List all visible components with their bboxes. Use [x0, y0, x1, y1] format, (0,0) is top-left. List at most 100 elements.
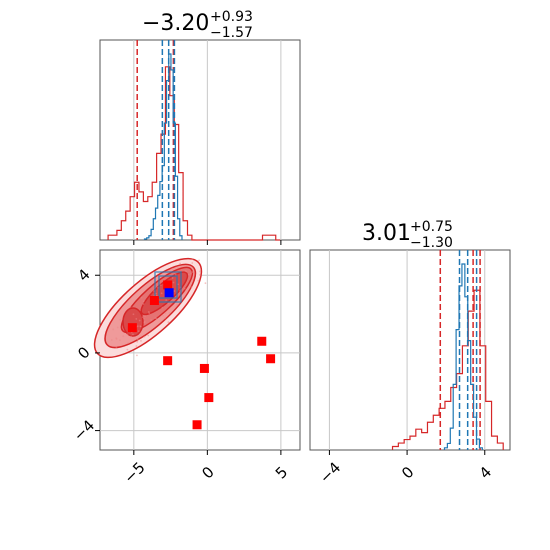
sample-point [191, 271, 194, 273]
sample-point [185, 270, 188, 273]
sample-point [163, 317, 166, 320]
sample-point [179, 262, 182, 265]
sample-point [132, 313, 135, 316]
sample-point [147, 334, 150, 337]
sample-point [115, 346, 118, 348]
sample-point [122, 335, 125, 338]
sample-point [136, 354, 138, 357]
red-square-marker [199, 363, 209, 373]
blue-contours [154, 271, 182, 303]
sample-point [172, 281, 175, 284]
sample-point [171, 277, 174, 279]
red-square-marker [163, 356, 173, 366]
sample-point [162, 314, 165, 317]
sample-point [183, 287, 186, 290]
sample-point [190, 286, 193, 289]
y-marginal-histograms [391, 250, 504, 450]
sample-point [160, 292, 163, 295]
sample-point [139, 325, 142, 328]
sample-point [138, 319, 141, 322]
sample-point [112, 328, 115, 331]
red-square-marker [163, 280, 173, 290]
red-square-marker [266, 354, 276, 364]
sample-point [168, 312, 171, 314]
marker-layer [127, 280, 276, 430]
sample-point [142, 303, 145, 305]
sample-point [159, 284, 162, 287]
sample-point [137, 330, 140, 333]
sample-point [126, 348, 129, 351]
sample-point [161, 306, 164, 309]
sample-point [164, 312, 167, 315]
sample-point [129, 306, 132, 308]
sample-point [199, 274, 201, 276]
title-minus: −1.30 [410, 235, 453, 251]
x-tick-label: 4 [476, 463, 495, 482]
sample-point [140, 296, 143, 299]
sample-point [127, 342, 130, 344]
sample-point [135, 345, 138, 347]
sample-point [119, 318, 122, 321]
title-median: 3.01 [362, 221, 411, 246]
sample-point [126, 333, 129, 336]
sample-point [167, 321, 170, 324]
sample-point [197, 279, 200, 282]
sample-point [136, 340, 139, 343]
x-tick-label: 0 [198, 463, 217, 482]
sample-point [191, 258, 194, 260]
red-square-marker [204, 393, 214, 403]
histogram-step [391, 289, 504, 450]
title-plus: +0.75 [410, 219, 453, 235]
sample-point [150, 319, 153, 321]
x-tick-label: 0 [398, 463, 417, 482]
title-minus: −1.57 [210, 25, 253, 41]
sample-point [143, 317, 145, 320]
red-square-marker [257, 336, 267, 346]
sample-point [141, 316, 144, 319]
sample-point [115, 337, 118, 340]
red-square-marker [149, 295, 159, 305]
histogram-step [443, 263, 483, 450]
y-marginal-title: 3.01 +0.75 −1.30 [362, 219, 453, 251]
sample-point [165, 299, 168, 302]
sample-point [176, 303, 178, 306]
sample-point [119, 339, 121, 342]
sample-point [171, 267, 174, 270]
sample-point [143, 335, 146, 338]
sample-point [136, 338, 139, 341]
x-tick-label: −4 [316, 459, 344, 487]
sample-point [154, 317, 157, 319]
sample-point [135, 318, 138, 320]
sample-point [142, 300, 145, 303]
sample-point [132, 333, 134, 336]
title-plus: +0.93 [210, 9, 253, 25]
y-marginal-frame [309, 249, 511, 451]
y-tick-label: −4 [70, 416, 98, 444]
sample-point [140, 339, 142, 342]
red-square-marker [192, 420, 202, 430]
red-contours [93, 257, 203, 359]
sample-point [191, 262, 194, 264]
blue-square-marker [164, 288, 174, 298]
sample-point [130, 335, 133, 338]
sample-point [147, 311, 150, 313]
y-tick-label: 0 [74, 343, 93, 362]
sample-point [174, 273, 177, 276]
title-median: −3.20 [142, 11, 209, 36]
y-tick-label: 4 [74, 266, 93, 285]
sample-point [190, 272, 192, 275]
sample-point [198, 259, 200, 262]
sample-point [187, 273, 190, 276]
x-tick-label: 5 [272, 463, 291, 482]
x-marginal-histograms [107, 40, 281, 241]
x-marginal-title: −3.20 +0.93 −1.57 [142, 9, 253, 41]
sample-point [173, 290, 176, 292]
x-tick-label: −5 [120, 459, 148, 487]
sample-point [136, 325, 139, 327]
sample-point [110, 339, 113, 341]
histogram-step [143, 53, 183, 240]
sample-point [204, 282, 207, 285]
sample-point [199, 270, 201, 273]
red-square-marker [127, 323, 137, 333]
